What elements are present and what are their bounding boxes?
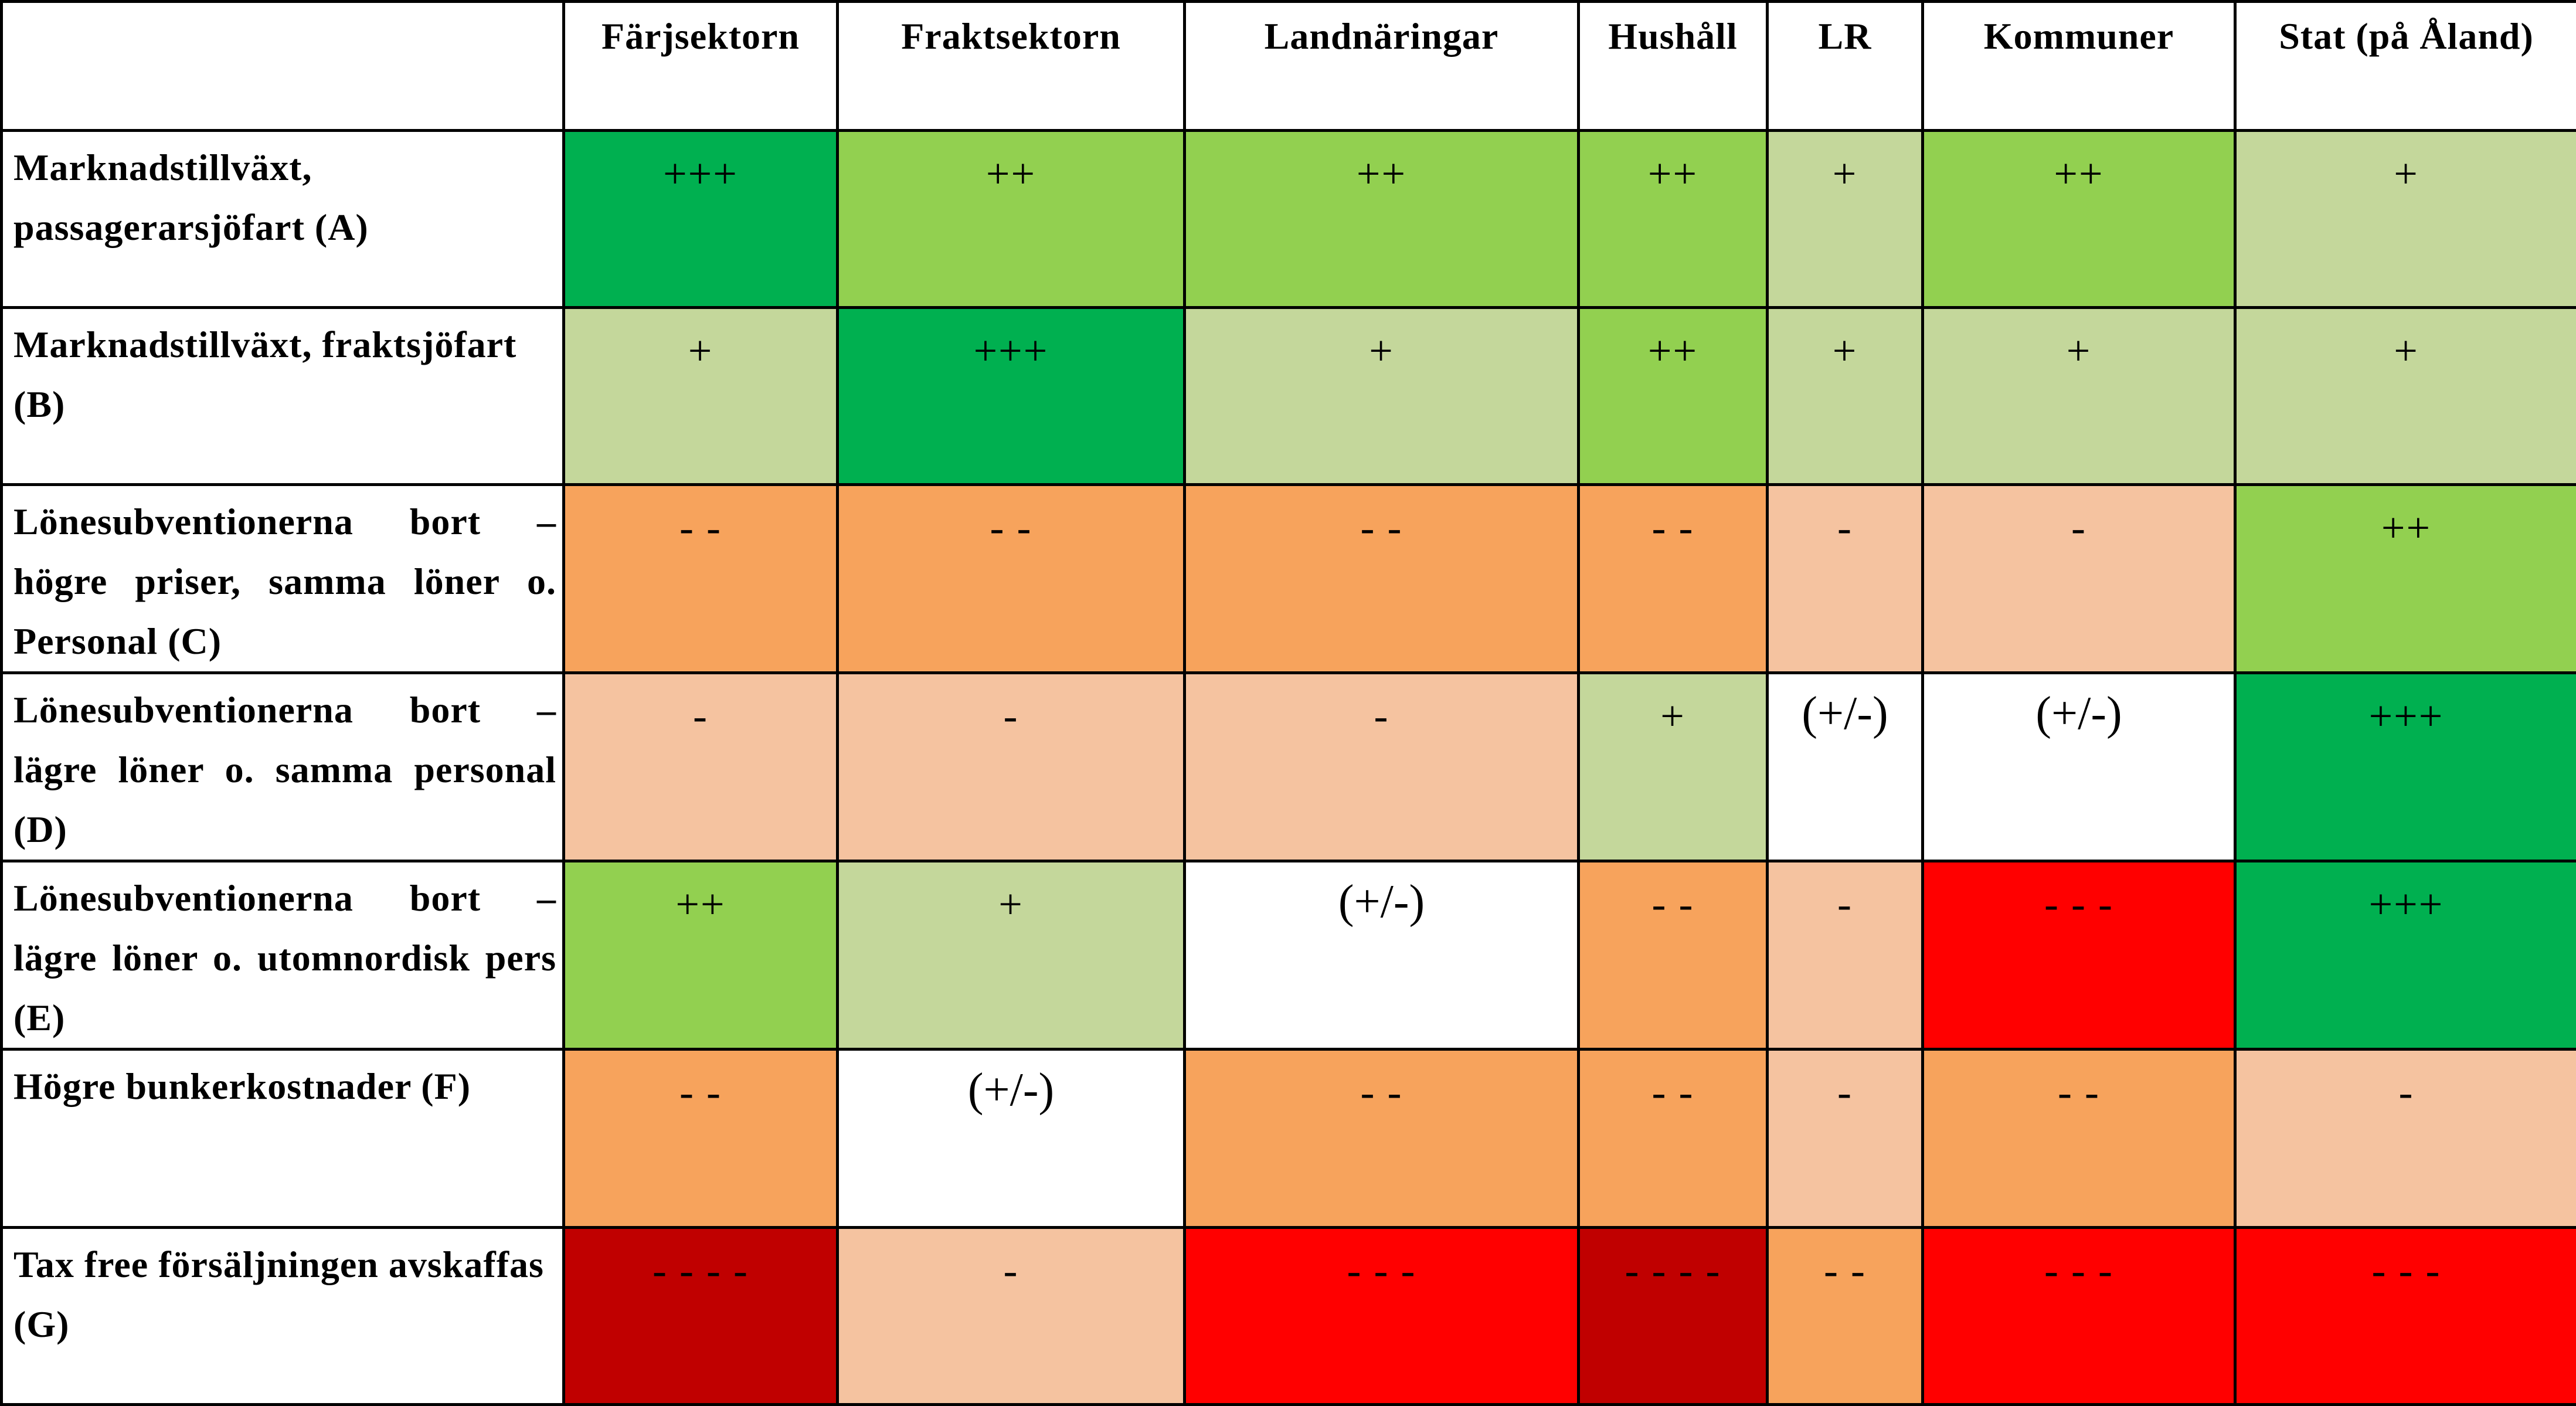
row-label: Lönesubventionerna bort – högre priser, … <box>2 485 564 673</box>
row-label: Marknadstillväxt, fraktsjöfart (B) <box>2 308 564 485</box>
impact-cell: - <box>1768 861 1923 1050</box>
impact-cell: +++ <box>564 131 838 308</box>
impact-cell: - <box>1923 485 2235 673</box>
impact-cell: - - <box>1185 1050 1579 1228</box>
corner-cell <box>2 2 564 131</box>
row-label: Lönesubventionerna bort – lägre löner o.… <box>2 861 564 1050</box>
impact-cell: - - <box>564 1050 838 1228</box>
column-header-farjsektorn: Färjsektorn <box>564 2 838 131</box>
impact-cell: + <box>1768 131 1923 308</box>
row-label: Tax free försäljningen avskaffas (G) <box>2 1228 564 1405</box>
impact-cell: + <box>1185 308 1579 485</box>
impact-cell: + <box>1923 308 2235 485</box>
impact-cell: - - <box>838 485 1185 673</box>
column-header-hushall: Hushåll <box>1579 2 1768 131</box>
impact-cell: +++ <box>2235 861 2576 1050</box>
impact-cell: + <box>2235 131 2576 308</box>
impact-cell: - - - <box>1923 861 2235 1050</box>
impact-cell: - - <box>1579 485 1768 673</box>
impact-cell: ++ <box>1579 308 1768 485</box>
column-header-landnaringar: Landnäringar <box>1185 2 1579 131</box>
row-label: Lönesubventionerna bort – lägre löner o.… <box>2 673 564 861</box>
row-label: Högre bunkerkostnader (F) <box>2 1050 564 1228</box>
impact-cell: - <box>2235 1050 2576 1228</box>
impact-cell: ++ <box>1579 131 1768 308</box>
impact-cell: + <box>2235 308 2576 485</box>
impact-cell: +++ <box>838 308 1185 485</box>
impact-cell: + <box>1579 673 1768 861</box>
impact-cell: ++ <box>564 861 838 1050</box>
impact-cell: ++ <box>2235 485 2576 673</box>
table-row: Högre bunkerkostnader (F)- -(+/-)- -- --… <box>2 1050 2576 1228</box>
column-header-fraktsektorn: Fraktsektorn <box>838 2 1185 131</box>
impact-cell: + <box>1768 308 1923 485</box>
row-label: Marknadstillväxt, passagerarsjöfart (A) <box>2 131 564 308</box>
table-row: Lönesubventionerna bort – lägre löner o.… <box>2 673 2576 861</box>
table-row: Lönesubventionerna bort – lägre löner o.… <box>2 861 2576 1050</box>
impact-cell: - <box>838 673 1185 861</box>
column-header-lr: LR <box>1768 2 1923 131</box>
column-header-kommuner: Kommuner <box>1923 2 2235 131</box>
impact-cell: - - <box>1579 1050 1768 1228</box>
impact-cell: (+/-) <box>1768 673 1923 861</box>
impact-cell: - - <box>1923 1050 2235 1228</box>
impact-cell: - <box>1185 673 1579 861</box>
impact-cell: ++ <box>1923 131 2235 308</box>
impact-cell: - - - - <box>1579 1228 1768 1405</box>
table-row: Tax free försäljningen avskaffas (G)- - … <box>2 1228 2576 1405</box>
impact-cell: (+/-) <box>1185 861 1579 1050</box>
impact-cell: (+/-) <box>1923 673 2235 861</box>
impact-cell: +++ <box>2235 673 2576 861</box>
impact-cell: + <box>838 861 1185 1050</box>
impact-cell: ++ <box>1185 131 1579 308</box>
impact-cell: (+/-) <box>838 1050 1185 1228</box>
impact-cell: - - <box>1185 485 1579 673</box>
impact-cell: ++ <box>838 131 1185 308</box>
table-row: Marknadstillväxt, fraktsjöfart (B)++++++… <box>2 308 2576 485</box>
table-body: Marknadstillväxt, passagerarsjöfart (A)+… <box>2 131 2576 1405</box>
impact-cell: - <box>838 1228 1185 1405</box>
impact-cell: + <box>564 308 838 485</box>
impact-cell: - - <box>1768 1228 1923 1405</box>
table-row: Lönesubventionerna bort – högre priser, … <box>2 485 2576 673</box>
impact-cell: - - <box>1579 861 1768 1050</box>
impact-cell: - <box>1768 485 1923 673</box>
impact-cell: - - - <box>2235 1228 2576 1405</box>
impact-cell: - <box>1768 1050 1923 1228</box>
table-row: Marknadstillväxt, passagerarsjöfart (A)+… <box>2 131 2576 308</box>
impact-cell: - - - <box>1185 1228 1579 1405</box>
impact-cell: - - - <box>1923 1228 2235 1405</box>
impact-cell: - - <box>564 485 838 673</box>
impact-cell: - <box>564 673 838 861</box>
column-header-stat-pa-aland: Stat (på Åland) <box>2235 2 2576 131</box>
impact-cell: - - - - <box>564 1228 838 1405</box>
